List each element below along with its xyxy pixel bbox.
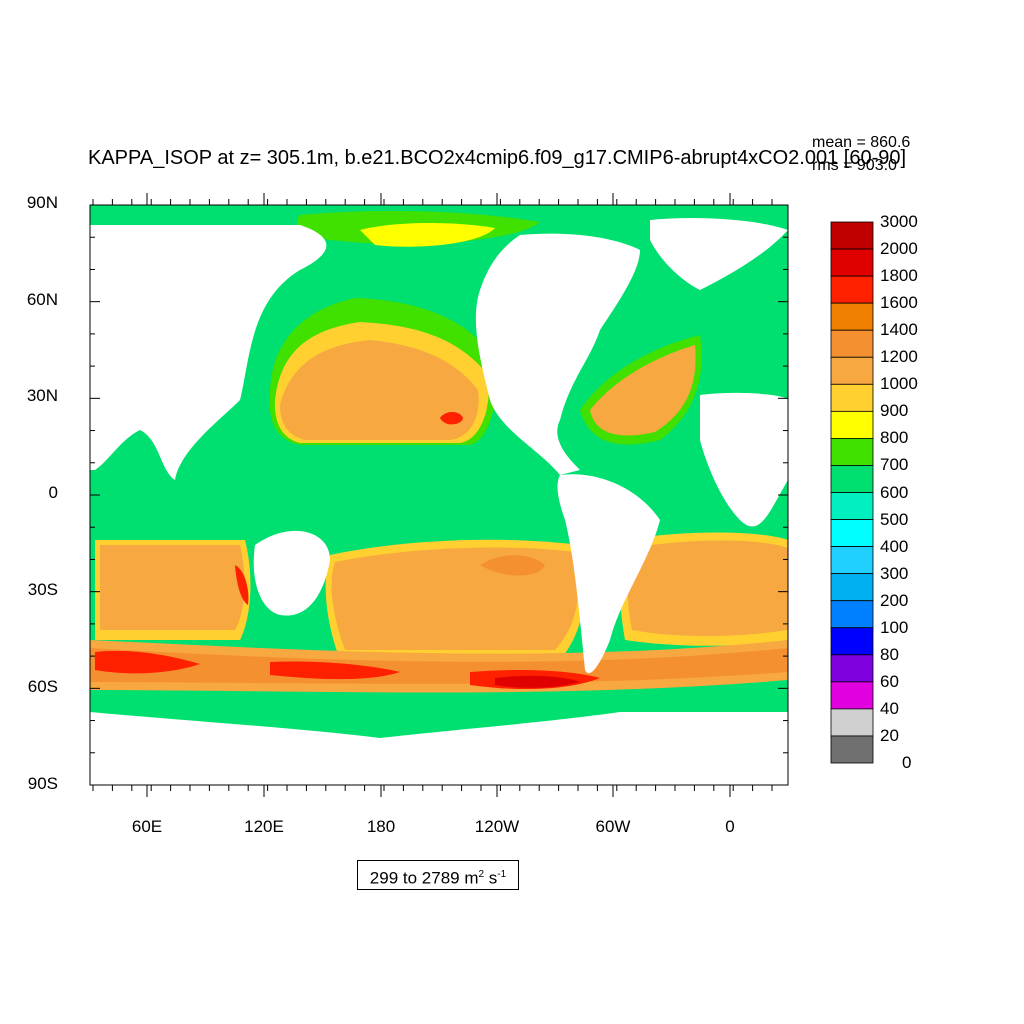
x-label-0: 0 bbox=[725, 817, 735, 836]
land-greenland bbox=[650, 218, 788, 290]
rms-stat: rms = 903.0 bbox=[812, 157, 897, 174]
so-1600-core-2 bbox=[270, 661, 400, 680]
sind-1600 bbox=[235, 565, 249, 605]
colorbar-label: 800 bbox=[880, 428, 909, 448]
colorbar-swatch bbox=[830, 519, 874, 547]
colorbar-swatch bbox=[830, 221, 874, 250]
colorbar-label: 0 bbox=[902, 753, 912, 772]
spac-1200-core bbox=[480, 555, 545, 576]
colorbar-label: 60 bbox=[880, 671, 899, 691]
land-eurasia bbox=[90, 225, 327, 480]
land-masses bbox=[90, 218, 788, 742]
colorbar-label: 1000 bbox=[880, 374, 918, 394]
colorbar-swatch bbox=[830, 708, 874, 737]
colorbar-swatch bbox=[830, 410, 874, 439]
colorbar-label: 40 bbox=[880, 698, 899, 718]
colorbar-swatch bbox=[830, 546, 874, 575]
sind-1000 bbox=[100, 545, 245, 630]
mean-stat: mean = 860.6 bbox=[812, 134, 911, 151]
colorbar-swatch bbox=[830, 492, 874, 520]
x-label-120e: 120E bbox=[244, 817, 284, 836]
colorbar-label: 20 bbox=[880, 725, 899, 745]
natl-1000 bbox=[590, 345, 696, 436]
y-label-30n: 30N bbox=[26, 386, 58, 405]
satl-1000 bbox=[627, 540, 788, 637]
plot-title: KAPPA_ISOP at z= 305.1m, b.e21.BCO2x4cmi… bbox=[88, 147, 907, 169]
y-label-30s: 30S bbox=[27, 580, 58, 599]
colorbar-label: 500 bbox=[880, 509, 909, 529]
colorbar-swatch bbox=[830, 600, 874, 629]
x-label-180: 180 bbox=[366, 817, 396, 836]
land-antarctica bbox=[90, 712, 788, 742]
x-label-120w: 120W bbox=[474, 817, 520, 836]
land-australia bbox=[253, 530, 330, 616]
colorbar-label: 80 bbox=[880, 644, 899, 664]
x-axis-ticks bbox=[92, 193, 773, 797]
colorbar-label: 200 bbox=[880, 590, 909, 610]
colorbar-label: 1400 bbox=[880, 320, 918, 340]
x-label-60w: 60W bbox=[595, 817, 631, 836]
colorbar-swatch bbox=[830, 275, 874, 304]
y-label-0: 0 bbox=[48, 483, 58, 502]
y-label-60s: 60S bbox=[27, 677, 58, 696]
range-annotation: 299 to 2789 m2 s-1 bbox=[357, 860, 519, 890]
colorbar bbox=[830, 221, 874, 764]
colorbar-label: 700 bbox=[880, 455, 909, 475]
land-africa bbox=[700, 392, 788, 527]
colorbar-swatch bbox=[830, 573, 874, 602]
colorbar-label: 400 bbox=[880, 536, 909, 556]
arctic-800-patch bbox=[360, 223, 495, 247]
colorbar-swatch bbox=[830, 465, 874, 493]
x-label-60e: 60E bbox=[131, 817, 163, 836]
so-1600-core-1 bbox=[95, 650, 200, 674]
y-label-90s: 90S bbox=[27, 774, 58, 793]
colorbar-swatch bbox=[830, 356, 874, 385]
colorbar-label: 600 bbox=[880, 482, 909, 502]
y-axis-ticks bbox=[90, 204, 788, 786]
colorbar-label: 100 bbox=[880, 617, 909, 637]
colorbar-label: 300 bbox=[880, 563, 909, 583]
colorbar-swatch bbox=[830, 735, 874, 764]
colorbar-swatch bbox=[830, 329, 874, 358]
colorbar-swatch bbox=[830, 627, 874, 656]
colorbar-label: 3000 bbox=[880, 212, 918, 231]
colorbar-swatch bbox=[830, 437, 874, 466]
colorbar-label: 900 bbox=[880, 401, 909, 421]
y-label-60n: 60N bbox=[26, 290, 58, 309]
colorbar-swatch bbox=[830, 302, 874, 331]
npac-1000 bbox=[280, 340, 479, 440]
colorbar-swatch bbox=[830, 383, 874, 412]
colorbar-label: 1600 bbox=[880, 293, 918, 313]
land-north-america bbox=[475, 233, 640, 475]
colorbar-swatch bbox=[830, 248, 874, 277]
colorbar-label: 2000 bbox=[880, 239, 918, 259]
so-1800-core bbox=[495, 675, 580, 688]
land-south-america bbox=[557, 474, 660, 674]
colorbar-swatch bbox=[830, 654, 874, 683]
npac-1200-core bbox=[440, 412, 463, 425]
so-1200-band bbox=[90, 648, 788, 684]
colorbar-label: 1200 bbox=[880, 347, 918, 367]
colorbar-swatch bbox=[830, 681, 874, 710]
y-label-90n: 90N bbox=[26, 193, 58, 212]
colorbar-label: 1800 bbox=[880, 266, 918, 286]
